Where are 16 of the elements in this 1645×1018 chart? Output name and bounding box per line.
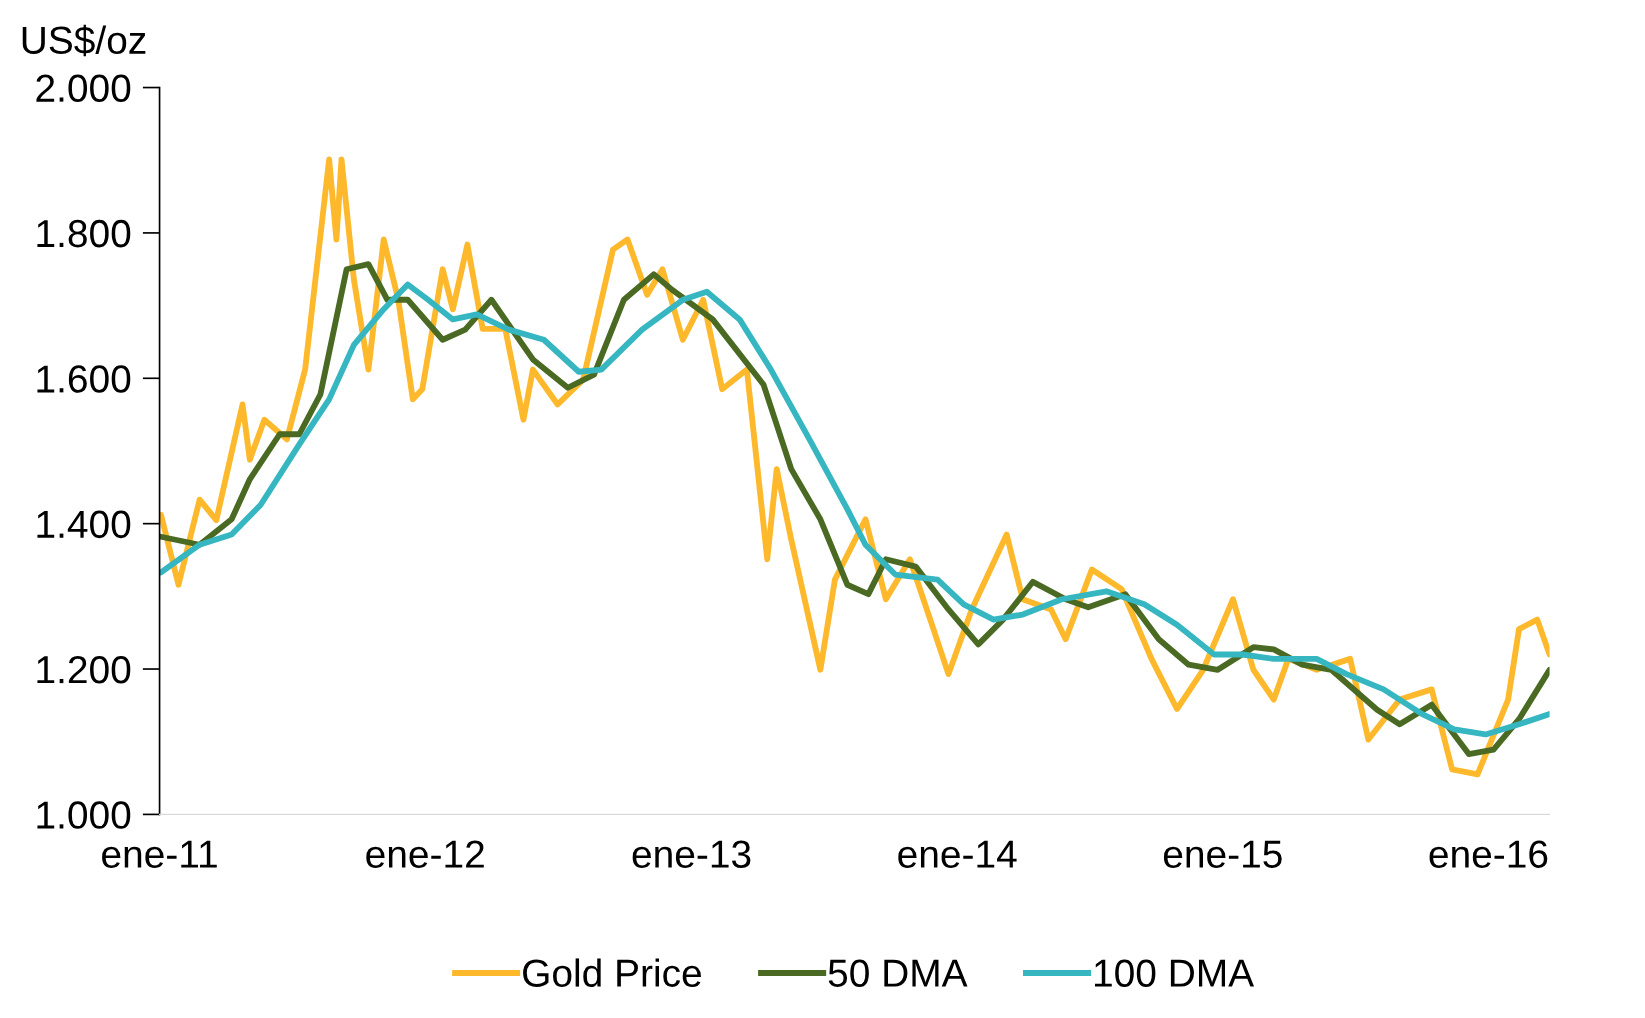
x-tick-label: ene-12 — [366, 840, 484, 868]
x-tick-label: ene-16 — [1429, 840, 1548, 868]
y-tick-label: 1.400 — [37, 510, 131, 539]
y-axis-title: US$/oz — [22, 24, 146, 57]
x-tick-label: ene-15 — [1163, 840, 1282, 868]
legend-label: Gold Price — [523, 958, 701, 987]
y-tick-label: 2.000 — [36, 74, 131, 103]
legend-label: 50 DMA — [828, 959, 968, 987]
y-tick-label: 1.600 — [37, 365, 131, 393]
x-tick-label: ene-14 — [898, 840, 1017, 868]
y-tick-label: 1.800 — [37, 219, 131, 248]
x-tick-label: ene-13 — [632, 840, 751, 868]
x-tick-label: ene-11 — [102, 840, 217, 868]
legend-label: 100 DMA — [1095, 959, 1255, 987]
y-tick-label: 1.200 — [37, 655, 131, 684]
y-tick-label: 1.000 — [37, 801, 131, 829]
